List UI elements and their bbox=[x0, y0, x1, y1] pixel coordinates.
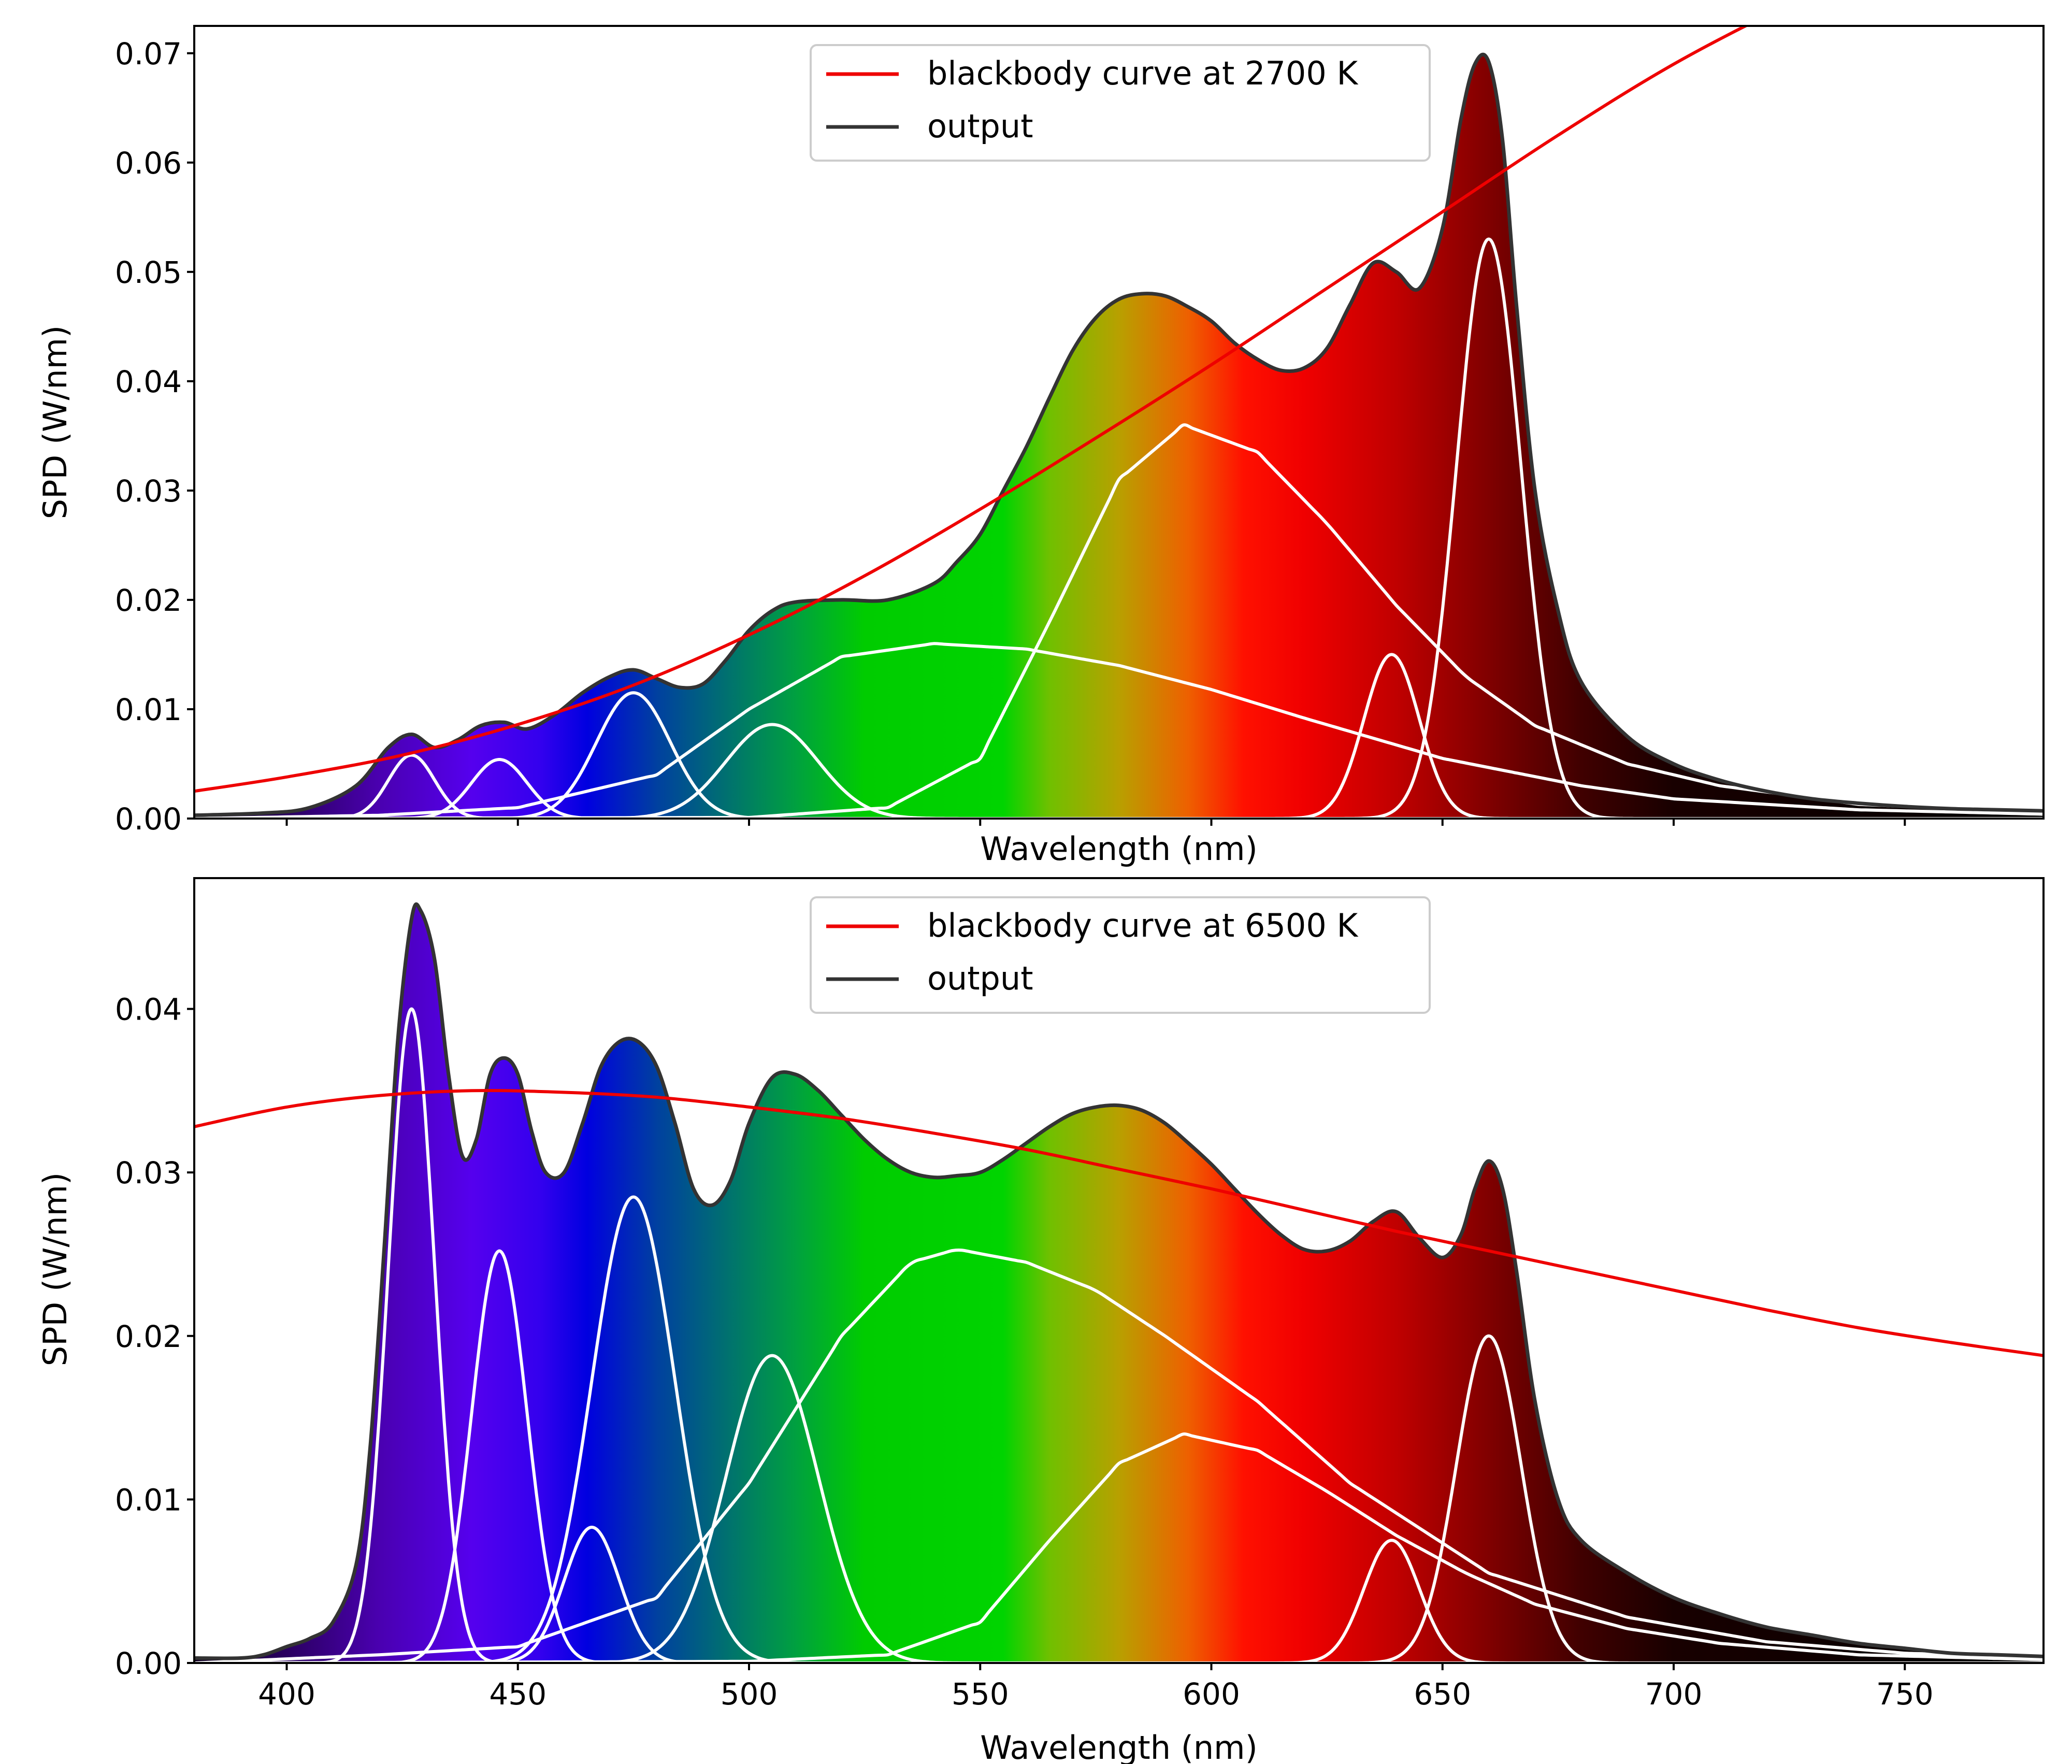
x-tick-label: 750 bbox=[1876, 1676, 1934, 1712]
x-axis-ticks bbox=[285, 819, 1906, 826]
plot-area bbox=[194, 902, 2044, 1663]
y-axis-label: SPD (W/nm) bbox=[36, 1172, 74, 1366]
plot-frame bbox=[193, 25, 2045, 820]
y-tick-label: 0.04 bbox=[115, 992, 182, 1027]
chart-panel-6500k: blackbody curve at 6500 K output 0.000.0… bbox=[36, 877, 2045, 1764]
y-tick-label: 0.07 bbox=[115, 36, 182, 71]
legend-label-output: output bbox=[927, 959, 1033, 997]
legend-label-blackbody: blackbody curve at 6500 K bbox=[927, 907, 1359, 944]
y-tick-label: 0.02 bbox=[115, 583, 182, 618]
y-tick-label: 0.01 bbox=[115, 692, 182, 727]
component-curve-1 bbox=[194, 1249, 2044, 1663]
plot-clip-group bbox=[194, 902, 2044, 1663]
y-axis-ticks: 0.00 0.01 0.02 0.03 0.04 0.05 0.06 0.07 bbox=[115, 36, 194, 837]
x-tick-label: 400 bbox=[258, 1676, 315, 1712]
y-tick-label: 0.03 bbox=[115, 1155, 182, 1191]
y-tick-label: 0.02 bbox=[115, 1319, 182, 1354]
blackbody-curve bbox=[194, 26, 1749, 793]
y-tick-label: 0.06 bbox=[115, 146, 182, 181]
legend-box bbox=[810, 896, 1431, 1014]
plot-frame bbox=[193, 877, 2045, 1664]
y-tick-label: 0.00 bbox=[115, 801, 182, 837]
output-curve bbox=[194, 52, 2044, 818]
legend: blackbody curve at 6500 K output bbox=[810, 896, 1431, 1014]
x-tick-label: 700 bbox=[1645, 1676, 1703, 1712]
x-tick-label: 650 bbox=[1414, 1676, 1471, 1712]
component-curve-5 bbox=[194, 1248, 2044, 1663]
legend-box bbox=[810, 44, 1431, 162]
component-curve-1 bbox=[194, 757, 2044, 819]
blackbody-curve bbox=[194, 1089, 2044, 1357]
legend: blackbody curve at 2700 K output bbox=[810, 44, 1431, 162]
spectrum-fill bbox=[194, 904, 2044, 1663]
legend-label-output: output bbox=[927, 107, 1033, 145]
y-axis-ticks: 0.00 0.01 0.02 0.03 0.04 bbox=[115, 992, 194, 1681]
chart-panel-2700k: blackbody curve at 2700 K output 0.000.0… bbox=[36, 25, 2045, 868]
x-axis-ticks: 400 450 500 550 600 650 700 750 bbox=[258, 1663, 1934, 1712]
x-tick-label: 500 bbox=[721, 1676, 778, 1712]
x-axis-label: Wavelength (nm) bbox=[980, 830, 1258, 868]
y-tick-label: 0.05 bbox=[115, 255, 182, 290]
y-tick-label: 0.03 bbox=[115, 474, 182, 509]
y-tick-label: 0.00 bbox=[115, 1646, 182, 1681]
spectrum-fill bbox=[194, 54, 2044, 819]
x-tick-label: 450 bbox=[489, 1676, 546, 1712]
y-tick-label: 0.04 bbox=[115, 364, 182, 399]
y-axis-label: SPD (W/nm) bbox=[36, 325, 74, 519]
component-curve-0 bbox=[194, 1007, 2044, 1663]
y-tick-label: 0.01 bbox=[115, 1482, 182, 1517]
x-axis-label: Wavelength (nm) bbox=[980, 1729, 1258, 1764]
component-curve-3 bbox=[194, 1195, 2044, 1663]
component-curve-4 bbox=[194, 642, 2044, 819]
output-curve bbox=[194, 902, 2044, 1660]
x-tick-label: 550 bbox=[952, 1676, 1009, 1712]
legend-label-blackbody: blackbody curve at 2700 K bbox=[927, 54, 1359, 92]
x-tick-label: 600 bbox=[1183, 1676, 1240, 1712]
